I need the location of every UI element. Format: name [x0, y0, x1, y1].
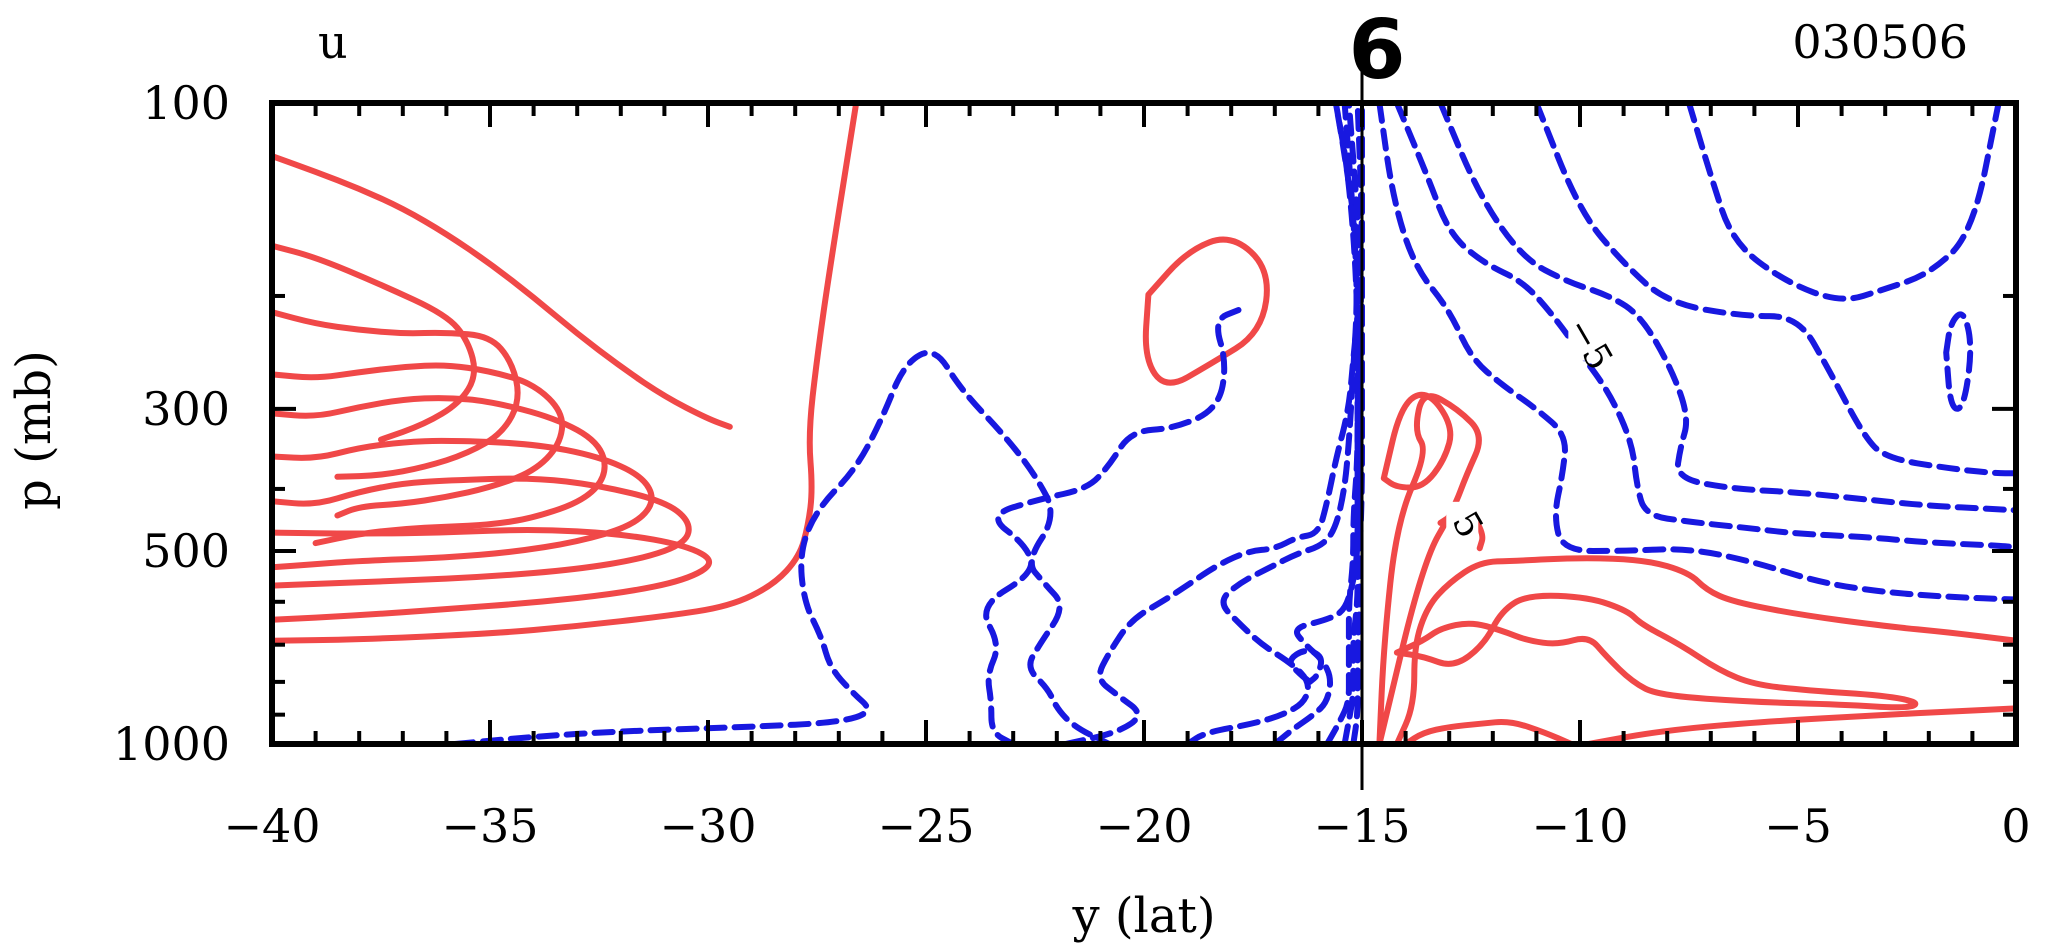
contour-labels: −55	[1444, 311, 1621, 546]
contour-lines	[272, 103, 2016, 744]
negative-contour-31	[1943, 311, 1974, 412]
positive-contour-7	[272, 527, 713, 623]
positive-contour-15	[1402, 719, 1575, 744]
y-tick-labels: 100 300 500 1000	[113, 76, 230, 771]
positive-contour-13	[1393, 555, 2016, 744]
negative-contour-20	[1184, 103, 1360, 744]
contour-label-bg	[1568, 320, 1601, 361]
y-tick-label: 1000	[113, 717, 230, 771]
positive-contour-8	[272, 103, 860, 644]
x-tick-label: −25	[877, 799, 974, 853]
x-tick-label: −10	[1531, 799, 1628, 853]
date-label: 030506	[1792, 15, 1968, 69]
negative-contour-29	[1533, 103, 2016, 477]
x-tick-label: −30	[659, 799, 756, 853]
x-axis-title: y (lat)	[1071, 888, 1215, 944]
contour-label-bg	[1446, 501, 1479, 542]
positive-contour-9	[1142, 236, 1270, 386]
positive-contour-0	[272, 153, 733, 430]
positive-contour-3	[272, 362, 566, 519]
negative-contour-27	[1393, 103, 2016, 551]
negative-contour-30	[1686, 103, 2002, 302]
negative-contour-28	[1437, 103, 2016, 514]
x-tick-label: −40	[223, 799, 320, 853]
negative-contour-18	[983, 306, 1243, 744]
y-axis-title: p (mb)	[6, 350, 62, 510]
contour-label: −5	[1558, 311, 1620, 377]
negative-contour-19	[1062, 103, 1363, 744]
x-tick-label: 0	[2001, 799, 2030, 853]
x-tick-label: −5	[1764, 799, 1832, 853]
marker-label: 6	[1348, 3, 1405, 98]
x-tick-label: −35	[441, 799, 538, 853]
x-tick-label: −20	[1095, 799, 1192, 853]
x-tick-labels: −40 −35 −30 −25 −20 −15 −10 −5 0	[223, 799, 2030, 853]
positive-contour-1	[272, 242, 477, 443]
positive-contour-11	[1380, 391, 1454, 491]
positive-contour-4	[272, 395, 608, 547]
negative-contour-26	[1376, 103, 2016, 603]
x-tick-label: −15	[1313, 799, 1410, 853]
plot-frame	[269, 100, 2019, 747]
positive-contour-5	[272, 437, 655, 571]
negative-contour-17	[452, 349, 1113, 744]
axis-ticks	[270, 101, 2018, 746]
positive-contour-2	[272, 309, 521, 480]
positive-contour-16	[1585, 705, 2016, 744]
negative-contour-25	[1287, 647, 1325, 685]
y-tick-label: 100	[142, 76, 230, 130]
field-label: u	[318, 15, 348, 69]
positive-contour-14	[1393, 592, 1919, 711]
y-tick-label: 500	[142, 524, 230, 578]
positive-contour-6	[272, 475, 692, 589]
y-tick-label: 300	[142, 382, 230, 436]
